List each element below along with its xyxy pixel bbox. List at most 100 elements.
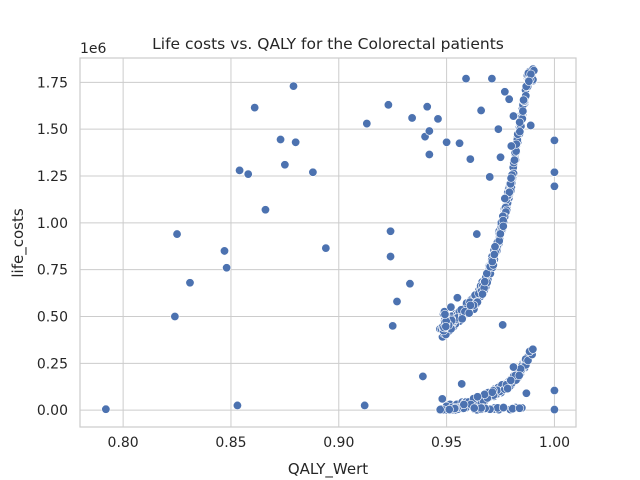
- data-point: [308, 167, 318, 177]
- data-point: [250, 103, 260, 113]
- data-point: [515, 117, 525, 127]
- data-point: [440, 309, 450, 319]
- y-axis-label: life_costs: [9, 208, 28, 277]
- data-point: [509, 155, 519, 165]
- data-point: [508, 111, 518, 121]
- y-tick-label: 1.00: [37, 216, 68, 232]
- data-point: [446, 302, 456, 312]
- data-point: [526, 120, 536, 130]
- data-point: [549, 167, 559, 177]
- data-point: [485, 172, 495, 182]
- data-point: [235, 165, 245, 175]
- data-point: [477, 289, 487, 299]
- data-point: [504, 187, 514, 197]
- y-tick-label: 0.25: [37, 356, 68, 372]
- data-point: [499, 403, 509, 413]
- data-point: [452, 293, 462, 303]
- data-point: [101, 404, 111, 414]
- data-point: [219, 246, 229, 256]
- data-point: [444, 405, 454, 415]
- y-tick-label: 1.50: [37, 122, 68, 138]
- data-point: [500, 193, 510, 203]
- data-point: [383, 100, 393, 110]
- data-point: [465, 300, 475, 310]
- data-point: [549, 385, 559, 395]
- x-tick-label: 1.00: [539, 435, 570, 451]
- data-point: [549, 135, 559, 145]
- data-point: [493, 124, 503, 134]
- data-point: [433, 114, 443, 124]
- x-tick-labels: 0.80 0.85 0.90 0.95 1.00: [108, 435, 570, 451]
- data-point: [441, 322, 451, 332]
- data-point: [360, 400, 370, 410]
- data-point: [457, 379, 467, 389]
- data-point: [503, 384, 513, 394]
- data-point: [498, 320, 508, 330]
- data-point: [170, 311, 180, 321]
- data-point: [473, 392, 483, 402]
- data-point: [489, 250, 499, 260]
- data-point: [280, 160, 290, 170]
- data-point: [508, 362, 518, 372]
- data-point: [464, 308, 474, 318]
- data-point: [418, 371, 428, 381]
- y-tick-label: 0.00: [37, 403, 68, 419]
- data-point: [424, 149, 434, 159]
- data-point: [435, 405, 445, 415]
- x-tick-label: 0.95: [431, 435, 462, 451]
- data-point: [472, 229, 482, 239]
- data-point: [519, 95, 529, 105]
- data-point: [487, 74, 497, 84]
- data-point: [288, 81, 298, 91]
- data-point: [487, 387, 497, 397]
- x-tick-label: 0.80: [108, 435, 139, 451]
- data-point: [442, 137, 452, 147]
- data-point: [422, 102, 432, 112]
- data-point: [495, 229, 505, 239]
- data-point: [498, 221, 508, 231]
- data-point: [243, 169, 253, 179]
- data-point: [515, 403, 525, 413]
- data-point: [185, 278, 195, 288]
- data-point: [291, 137, 301, 147]
- data-point: [222, 263, 232, 273]
- data-point: [437, 394, 447, 404]
- y-offset-label: 1e6: [80, 41, 107, 57]
- data-point: [528, 344, 538, 354]
- y-tick-label: 0.50: [37, 309, 68, 325]
- data-point: [276, 134, 286, 144]
- data-point: [469, 403, 479, 413]
- chart-title: Life costs vs. QALY for the Colorectal p…: [152, 35, 504, 53]
- y-tick-label: 0.75: [37, 263, 68, 279]
- x-tick-label: 0.90: [323, 435, 354, 451]
- x-axis-label: QALY_Wert: [288, 460, 368, 479]
- data-points: [101, 64, 559, 415]
- data-point: [506, 141, 516, 151]
- data-point: [496, 152, 506, 162]
- data-point: [515, 127, 525, 137]
- plot-frame: [79, 57, 577, 428]
- data-point: [172, 229, 182, 239]
- data-point: [386, 252, 396, 262]
- data-point: [549, 405, 559, 415]
- data-point: [506, 173, 516, 183]
- data-point: [362, 119, 372, 129]
- data-point: [465, 154, 475, 164]
- data-point: [232, 400, 242, 410]
- data-point: [514, 370, 524, 380]
- y-tick-labels: 0.00 0.25 0.50 0.75 1.00 1.25 1.50 1.75: [37, 75, 68, 419]
- data-point: [521, 388, 531, 398]
- x-gridlines: [122, 58, 555, 427]
- data-point: [407, 113, 417, 123]
- data-point: [476, 105, 486, 115]
- y-tick-label: 1.75: [37, 75, 68, 91]
- data-point: [386, 226, 396, 236]
- data-point: [392, 297, 402, 307]
- data-point: [321, 243, 331, 253]
- data-point: [457, 314, 467, 324]
- data-point: [480, 277, 490, 287]
- data-point: [459, 400, 469, 410]
- data-point: [500, 87, 510, 97]
- data-point: [455, 138, 465, 148]
